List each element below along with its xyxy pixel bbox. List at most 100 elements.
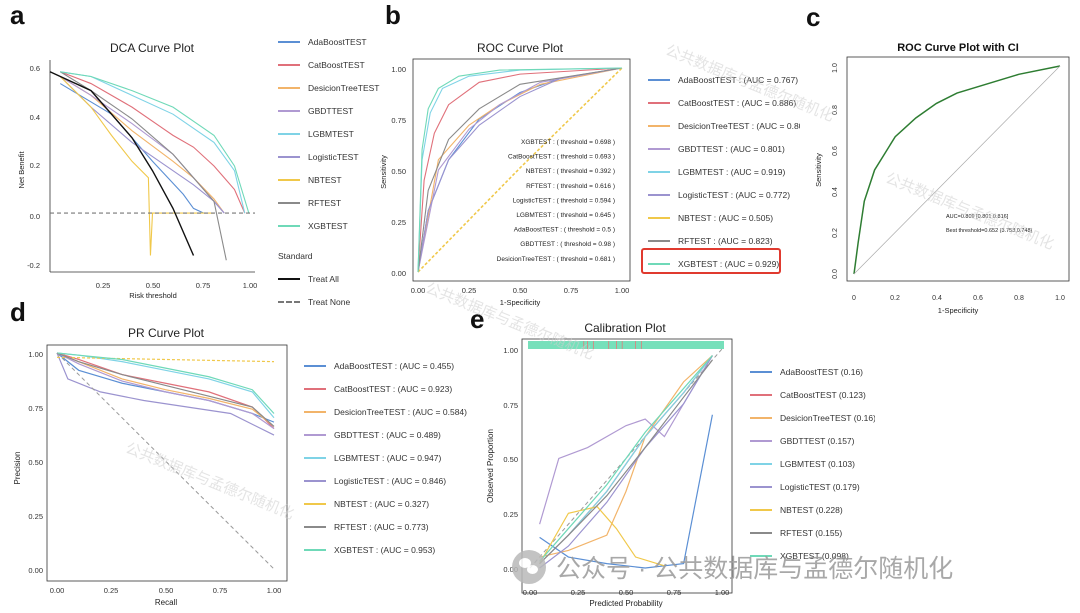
calibration-xtick: 1.00 [715, 588, 730, 597]
legend-item: XGBTEST : (AUC = 0.953) [304, 538, 467, 561]
legend-swatch [304, 410, 326, 413]
legend-item: GBDTTEST : (AUC = 0.801) [648, 137, 800, 160]
pr-title: PR Curve Plot [128, 326, 205, 340]
legend-item: LGBMTEST : (AUC = 0.919) [648, 160, 800, 183]
roc-ci-ytick: 0.6 [832, 146, 839, 156]
legend-swatch [278, 224, 300, 227]
roc-ci-ytick: 1.0 [832, 63, 839, 73]
series-line-xgbtest [60, 71, 250, 214]
roc-ci-auc-text: AUC=0.809 [0.801 0.816] [946, 214, 1009, 220]
roc-threshold-label: XGBTEST : ( threshold = 0.698 ) [521, 139, 615, 146]
legend-label: CatBoostTEST (0.123) [780, 389, 866, 400]
legend-swatch [648, 193, 670, 196]
legend-item: XGBTEST [278, 214, 379, 237]
series-line-adaboosttest [59, 83, 204, 214]
legend-swatch [278, 178, 300, 181]
legend-label: XGBTEST : (AUC = 0.929) [678, 258, 780, 269]
roc-xtick: 0.75 [564, 286, 579, 295]
dca-xlabel: Risk threshold [129, 291, 177, 300]
legend-label: DesicionTreeTEST (0.16) [780, 412, 875, 423]
roc-ci-ytick: 0.0 [832, 269, 839, 279]
roc-ci-chart: ROC Curve Plot with CI 1.0 0.8 0.6 0.4 0… [814, 42, 1070, 315]
legend-swatch [648, 170, 670, 173]
roc-ci-x-ticks: 0 0.2 0.4 0.6 0.8 1.0 [852, 295, 1065, 302]
roc-xtick: 0.25 [462, 286, 477, 295]
pr-ytick: 0.25 [28, 512, 43, 521]
calibration-y-ticks: 1.00 0.75 0.50 0.25 0.00 [503, 346, 518, 574]
roc-threshold-label: LogisticTEST : ( threshold = 0.594 ) [513, 197, 615, 204]
dca-y-ticks: 0.6 0.4 0.2 0.0 -0.2 [27, 64, 40, 270]
pr-ylabel: Precision [13, 452, 22, 485]
legend-label: GBDTTEST : (AUC = 0.801) [678, 143, 785, 154]
legend-swatch [648, 147, 670, 150]
panel-letter-b: b [385, 0, 401, 30]
roc-ci-xtick: 0.6 [973, 295, 983, 302]
legend-label: AdaBoostTEST : (AUC = 0.455) [334, 360, 455, 371]
roc-threshold-label: DesicionTreeTEST : ( threshold = 0.681 ) [497, 256, 615, 263]
roc-title: ROC Curve Plot [477, 41, 564, 55]
legend-item: RFTEST : (AUC = 0.823) [648, 229, 800, 252]
legend-swatch [648, 78, 670, 81]
legend-item: LGBMTEST [278, 122, 379, 145]
legend-item: Treat None [278, 290, 379, 305]
wechat-logo-icon [512, 550, 546, 584]
pr-xlabel: Recall [155, 598, 177, 607]
series-line-rftest [56, 352, 275, 427]
legend-item: LogisticTEST : (AUC = 0.846) [304, 469, 467, 492]
watermark-text: 公众号 · 公共数据库与孟德尔随机化 [556, 555, 954, 583]
roc-ci-ytick: 0.2 [832, 228, 839, 238]
legend-swatch [304, 433, 326, 436]
roc-legend: AdaBoostTEST : (AUC = 0.767) CatBoostTEST… [648, 68, 800, 275]
legend-label: XGBTEST (0.098) [780, 550, 849, 561]
legend-item: LGBMTEST : (AUC = 0.947) [304, 446, 467, 469]
legend-item: RFTEST : (AUC = 0.773) [304, 515, 467, 538]
legend-label: Treat None [308, 296, 351, 306]
legend-label: NBTEST : (AUC = 0.327) [334, 498, 430, 509]
roc-ci-ylabel: Sensitivity [814, 153, 823, 187]
series-line-xgbtest [417, 67, 623, 273]
series-line-xgbtest [56, 352, 275, 414]
legend-label: RFTEST : (AUC = 0.823) [678, 235, 773, 246]
calibration-chart: Calibration Plot 1.00 0.75 0.50 0.25 0.0… [486, 321, 733, 608]
legend-swatch [304, 364, 326, 367]
legend-swatch [278, 40, 300, 43]
calibration-ytick: 0.50 [503, 455, 518, 464]
pr-legend: AdaBoostTEST : (AUC = 0.455) CatBoostTEST… [304, 354, 467, 561]
series-line-nbtest [59, 76, 214, 256]
legend-swatch [278, 277, 300, 280]
legend-swatch [278, 63, 300, 66]
calibration-ytick: 0.00 [503, 565, 518, 574]
legend-label: GBDTTEST [308, 105, 354, 116]
panel-letter-c: c [806, 2, 821, 32]
roc-xtick: 0.50 [513, 286, 528, 295]
legend-swatch [750, 554, 772, 557]
pr-panel: PR Curve Plot 1.00 0.75 0.50 0.25 0.00 0… [0, 318, 475, 611]
calibration-xlabel: Predicted Probability [589, 599, 662, 608]
legend-item: LGBMTEST (0.103) [750, 452, 875, 475]
pr-xtick: 0.25 [104, 586, 119, 595]
calibration-ylabel: Observed Proportion [486, 429, 495, 503]
series-line-logistictest [59, 76, 225, 214]
dca-xtick: 0.50 [146, 281, 161, 290]
legend-swatch [304, 479, 326, 482]
legend-swatch [750, 508, 772, 511]
legend-label: DesicionTreeTEST : (AUC = 0.584) [334, 406, 467, 417]
legend-swatch [304, 548, 326, 551]
roc-ci-frame [846, 56, 1070, 282]
legend-swatch [278, 86, 300, 89]
dca-ytick: 0.4 [30, 113, 40, 122]
roc-ci-xtick: 0.2 [890, 295, 900, 302]
calibration-xtick: 0.50 [619, 588, 634, 597]
roc-ci-xtick: 0.8 [1014, 295, 1024, 302]
legend-item: CatBoostTEST : (AUC = 0.923) [304, 377, 467, 400]
legend-label: LGBMTEST [308, 128, 354, 139]
series-line-rftest [539, 359, 713, 565]
legend-item: GBDTTEST (0.157) [750, 429, 875, 452]
calibration-rug-ticks [583, 341, 642, 349]
roc-threshold-annotations: XGBTEST : ( threshold = 0.698 ) CatBoostT… [497, 139, 615, 263]
legend-label: RFTEST : (AUC = 0.773) [334, 521, 429, 532]
legend-swatch [278, 155, 300, 158]
legend-label: XGBTEST [308, 220, 348, 231]
roc-ytick: 0.00 [391, 269, 406, 278]
dca-xtick: 0.75 [196, 281, 211, 290]
